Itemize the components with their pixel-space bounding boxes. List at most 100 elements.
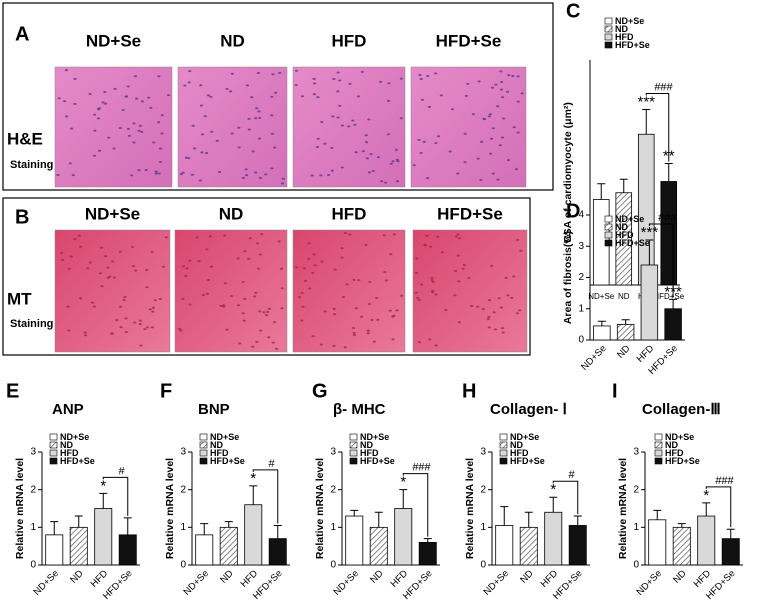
nucleus <box>256 71 260 74</box>
nucleus <box>258 176 263 179</box>
legend-swatch <box>349 433 358 441</box>
nucleus <box>479 179 483 182</box>
nucleus <box>367 171 372 174</box>
nucleus <box>164 236 169 239</box>
nucleus <box>336 90 340 93</box>
y-tick-label: 3 <box>480 447 486 458</box>
nucleus <box>177 327 182 330</box>
error-bar <box>677 523 686 528</box>
error-bar <box>642 109 651 135</box>
nucleus <box>488 113 492 116</box>
legend-label: HFD+Se <box>360 456 395 466</box>
nucleus <box>386 133 391 136</box>
nucleus <box>396 160 400 163</box>
nucleus <box>258 310 262 313</box>
panel-frame <box>2 197 531 356</box>
y-tick-label: 2 <box>578 272 584 283</box>
nucleus <box>492 311 496 314</box>
nucleus <box>92 154 97 157</box>
legend-swatch <box>654 457 663 465</box>
nucleus <box>461 267 465 270</box>
nucleus <box>512 126 516 129</box>
nucleus <box>425 234 429 237</box>
nucleus <box>190 173 194 176</box>
nucleus <box>336 116 340 119</box>
nucleus <box>104 255 108 258</box>
nucleus <box>431 280 435 283</box>
nucleus <box>364 243 368 246</box>
nucleus <box>166 94 171 97</box>
nucleus <box>110 260 115 263</box>
nucleus <box>100 285 104 288</box>
nucleus <box>364 134 368 137</box>
nucleus <box>365 157 370 160</box>
nucleus <box>419 78 423 81</box>
y-tick-label: 0 <box>578 335 584 346</box>
nucleus <box>127 134 132 137</box>
y-tick-label: 4 <box>578 210 584 221</box>
y-axis-label: CSA of cardiomyocyte (μm²) <box>562 102 574 243</box>
nucleus <box>332 307 336 310</box>
nucleus <box>444 309 448 312</box>
legend-swatch <box>349 449 358 457</box>
x-tick-label: HFD <box>539 568 561 590</box>
legend-swatch <box>499 433 508 441</box>
y-tick-label: 1 <box>30 522 36 533</box>
nucleus <box>157 121 161 124</box>
panel-letter: H <box>462 380 476 402</box>
nucleus <box>493 328 498 331</box>
nucleus <box>507 74 511 77</box>
legend-swatch <box>604 41 613 49</box>
nucleus <box>254 291 258 294</box>
y-axis-label: Relative mRNA level <box>314 458 326 559</box>
legend-swatch <box>499 441 508 449</box>
significance: * <box>100 477 106 494</box>
legend-swatch <box>604 33 613 41</box>
nucleus <box>338 104 342 107</box>
nucleus <box>251 150 255 153</box>
nucleus <box>389 162 393 165</box>
group-label: HFD+Se <box>437 204 503 223</box>
nucleus <box>92 305 96 308</box>
nucleus <box>267 336 271 339</box>
bar <box>268 538 287 566</box>
error-bar <box>374 511 383 528</box>
nucleus <box>499 88 504 91</box>
nucleus <box>348 82 352 85</box>
nucleus <box>130 245 135 248</box>
error-bar <box>702 502 711 517</box>
bar <box>640 264 659 341</box>
nucleus <box>343 232 347 235</box>
nucleus <box>158 147 163 150</box>
legend-label: ND+Se <box>615 214 644 224</box>
legend-label: HFD <box>615 32 634 42</box>
nucleus <box>273 91 278 94</box>
nucleus <box>241 280 245 283</box>
nucleus <box>244 168 248 171</box>
error-bar <box>664 163 673 182</box>
nucleus <box>499 306 504 309</box>
nucleus <box>366 329 370 332</box>
nucleus <box>118 250 122 253</box>
x-tick-label: ND+Se <box>588 292 615 301</box>
y-tick-label: 3 <box>633 447 639 458</box>
nucleus <box>201 294 205 297</box>
nucleus <box>137 169 141 172</box>
nucleus <box>260 233 264 236</box>
nucleus <box>279 267 284 270</box>
y-tick-label: 0 <box>30 560 36 571</box>
nucleus <box>277 240 281 243</box>
nucleus <box>431 289 435 292</box>
nucleus <box>338 79 342 82</box>
y-tick-label: 2 <box>30 484 36 495</box>
nucleus <box>187 157 191 160</box>
nucleus <box>203 115 207 118</box>
nucleus <box>399 77 403 80</box>
nucleus <box>71 174 75 177</box>
nucleus <box>498 144 502 147</box>
nucleus <box>486 318 490 321</box>
nucleus <box>351 326 356 329</box>
significance: *** <box>641 224 659 241</box>
nucleus <box>161 265 166 268</box>
nucleus <box>434 293 438 296</box>
